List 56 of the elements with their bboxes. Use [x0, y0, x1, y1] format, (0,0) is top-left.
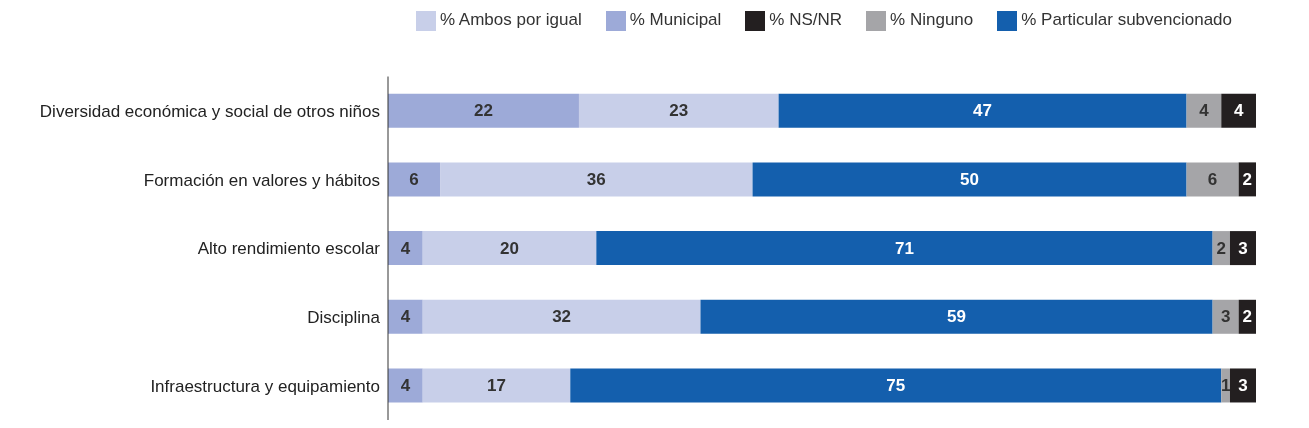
legend-label: % Ninguno: [890, 10, 974, 29]
data-label: 4: [1199, 101, 1210, 121]
bar: [752, 162, 1187, 197]
bar: [570, 368, 1222, 403]
bar: [578, 93, 779, 128]
bar: [422, 231, 597, 266]
y-tick-label: Disciplina: [307, 307, 381, 327]
data-label: 2: [1242, 169, 1253, 189]
y-tick-label: Infraestructura y equipamiento: [150, 376, 380, 396]
legend-label: % Municipal: [629, 10, 722, 29]
bar: [1212, 299, 1239, 334]
data-label: 2: [1216, 238, 1227, 258]
bar: [1186, 93, 1222, 128]
data-label: 3: [1220, 307, 1231, 327]
data-label: 22: [474, 101, 493, 121]
data-label: 75: [886, 375, 906, 395]
y-tick-label: Diversidad económica y social de otros niños: [39, 101, 380, 121]
bar: [1229, 231, 1256, 266]
data-label: 6: [409, 169, 419, 189]
bar: [422, 299, 701, 334]
data-label: 4: [1233, 101, 1244, 121]
data-label: 59: [947, 307, 966, 327]
data-label: 4: [400, 238, 411, 258]
y-tick-label: Alto rendimiento escolar: [197, 239, 381, 259]
legend-label: % Particular subvencionado: [1021, 10, 1232, 29]
y-tick-label: Formación en valores y hábitos: [143, 170, 380, 190]
data-label: 2: [1242, 307, 1253, 327]
bar: [1221, 93, 1256, 128]
data-label: 36: [586, 169, 606, 189]
bar: [388, 231, 423, 266]
data-label: 20: [500, 238, 519, 258]
data-label: 1: [1220, 375, 1231, 395]
data-label: 3: [1238, 238, 1248, 258]
bar: [1186, 162, 1239, 197]
legend-label: % NS/NR: [769, 10, 843, 29]
legend-label: % Ambos por igual: [439, 10, 582, 29]
bar: [422, 368, 571, 403]
data-label: 3: [1238, 375, 1248, 395]
bar: [700, 299, 1213, 334]
data-label: 23: [669, 101, 689, 121]
data-label: 6: [1207, 169, 1218, 189]
bar: [1229, 368, 1256, 403]
bar: [778, 93, 1187, 128]
bar: [388, 368, 423, 403]
data-label: 47: [973, 101, 993, 121]
bar: [388, 162, 441, 197]
bar: [596, 231, 1213, 266]
data-label: 4: [400, 307, 411, 327]
data-label: 50: [960, 169, 980, 189]
bar: [388, 299, 423, 334]
data-label: 71: [895, 238, 914, 258]
bar: [440, 162, 753, 197]
data-label: 32: [552, 307, 572, 327]
data-label: 4: [400, 375, 411, 395]
bar: [388, 93, 579, 128]
data-label: 17: [487, 375, 506, 395]
